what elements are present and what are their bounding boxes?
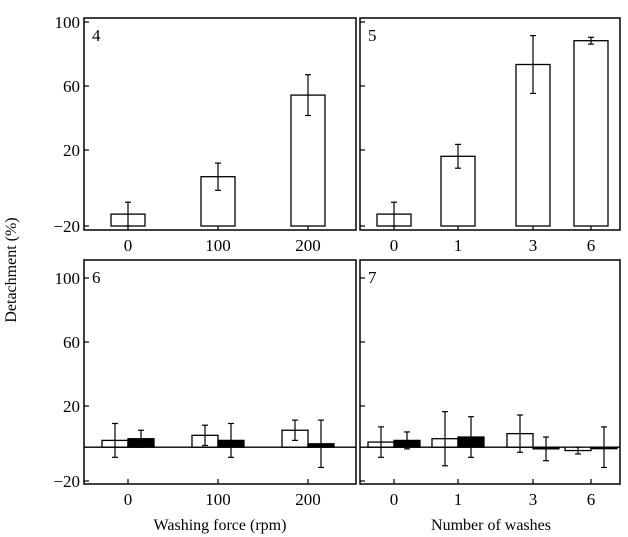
x-tick-label: 200: [295, 490, 321, 509]
panel-number-label: 4: [92, 26, 101, 45]
x-tick-label: 6: [587, 236, 596, 255]
panel-number-label: 7: [368, 268, 377, 287]
y-tick-label: 100: [55, 269, 81, 288]
x-tick-label: 0: [390, 490, 399, 509]
x-tick-label: 3: [529, 236, 538, 255]
x-tick-label: 0: [390, 236, 399, 255]
panel-4: 4 100 60 20 −20 0 100 200: [53, 13, 357, 255]
x-tick-label: 100: [205, 236, 231, 255]
y-axis-label: Detachment (%): [3, 217, 20, 322]
x-tick-label: 1: [454, 236, 463, 255]
panel-6: 6 100 60 20 −20 0 100 200: [53, 259, 357, 509]
x-axis-label-right: Number of washes: [431, 517, 551, 534]
y-tick-label: 100: [55, 13, 81, 32]
x-tick-label: 1: [454, 490, 463, 509]
y-tick-label: −20: [53, 217, 80, 236]
x-axis-label-left: Washing force (rpm): [154, 517, 287, 534]
panel-frame: [359, 259, 621, 485]
x-tick-label: 0: [124, 490, 133, 509]
panel-frame: [83, 259, 357, 485]
y-tick-label: 60: [63, 77, 80, 96]
x-tick-label: 3: [529, 490, 538, 509]
panel-number-label: 6: [92, 268, 101, 287]
y-tick-label: 20: [63, 397, 80, 416]
panel-frame: [359, 17, 621, 231]
x-tick-label: 0: [124, 236, 133, 255]
x-tick-label: 6: [587, 490, 596, 509]
panel-number-label: 5: [368, 26, 377, 45]
y-tick-label: 20: [63, 141, 80, 160]
x-tick-label: 200: [295, 236, 321, 255]
bar: [573, 40, 609, 227]
x-tick-label: 100: [205, 490, 231, 509]
panel-5: 5 0 1 3 6: [359, 17, 621, 255]
y-tick-label: 60: [63, 333, 80, 352]
panel-frame: [83, 17, 357, 231]
bar: [290, 94, 326, 227]
panel-7: 7 0 1 3 6: [359, 259, 621, 509]
y-tick-label: −20: [53, 472, 80, 491]
